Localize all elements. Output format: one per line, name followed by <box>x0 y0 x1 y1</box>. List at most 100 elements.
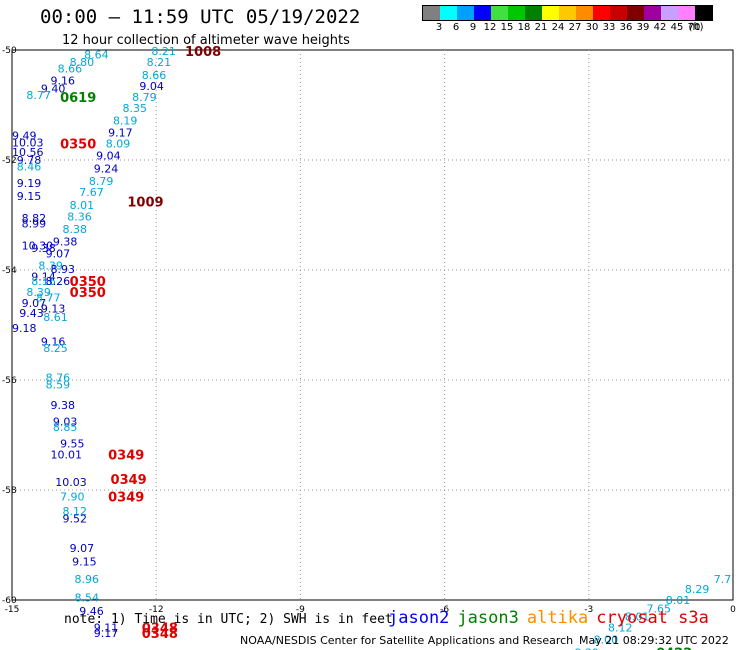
wave-height-value: 7.67 <box>79 186 104 199</box>
wave-height-value: 10.30 <box>22 239 54 252</box>
wave-height-value: 9.15 <box>17 190 42 203</box>
wave-height-value: 8.26 <box>46 275 71 288</box>
wave-height-value: 9.78 <box>17 154 42 167</box>
wave-height-value: 9.49 <box>12 129 37 142</box>
mission-legend: jason2 jason3 altika cryosat s3a <box>388 608 717 628</box>
legend-labels: 3 6 9 12 15 18 21 24 27 30 33 36 39 42 45 70 (ft) <box>422 21 713 35</box>
wave-height-value: 8.66 <box>58 63 82 76</box>
lat-tick-label: -54 <box>2 266 17 276</box>
wave-height-value: 9.19 <box>17 177 42 190</box>
lon-tick-label: -15 <box>5 605 20 615</box>
wave-height-value: 8.99 <box>22 217 47 230</box>
legend-swatch <box>576 6 593 20</box>
page-title: 00:00 – 11:59 UTC 05/19/2022 <box>40 6 361 28</box>
wave-height-value: 9.38 <box>50 399 75 412</box>
legend-label: 33 <box>602 22 616 33</box>
wave-height-value: 9.07 <box>70 542 95 555</box>
wave-height-value: 8.35 <box>123 102 148 115</box>
wave-height-value: 8.19 <box>113 114 138 127</box>
legend-label: 42 <box>653 22 667 33</box>
wave-height-value: 9.15 <box>72 556 97 569</box>
wave-height-value: 9.46 <box>79 605 104 618</box>
wave-height-value: 8.61 <box>43 311 68 324</box>
wave-height-value: 7.90 <box>60 491 85 504</box>
wave-height-value: 9.18 <box>12 322 37 335</box>
wave-height-value: 8.79 <box>132 91 157 104</box>
legend-swatch <box>525 6 542 20</box>
legend-swatch <box>627 6 644 20</box>
wave-height-value: 7.65 <box>646 602 671 615</box>
pass-time-label: 1009 <box>127 195 163 210</box>
wave-height-value: 8.01 <box>70 199 95 212</box>
wave-height-value: 8.76 <box>46 371 71 384</box>
wave-height-value: 8.66 <box>142 69 167 82</box>
legend-swatch <box>440 6 457 20</box>
legend-label: 3 <box>435 22 443 33</box>
credit-line: NOAA/NESDIS Center for Satellite Applica… <box>240 634 574 647</box>
legend-label: 9 <box>469 22 477 33</box>
mission-name: jason3 <box>457 608 519 628</box>
wave-height-value: 8.80 <box>70 56 95 69</box>
legend-swatch <box>644 6 661 20</box>
wave-height-values: 8.218.648.808.669.169.408.778.218.669.04… <box>12 45 731 650</box>
legend-unit: (ft) <box>688 22 704 33</box>
wave-height-value: 9.11 <box>94 622 119 635</box>
legend-swatches <box>422 5 713 21</box>
wave-height-value: 9.13 <box>41 303 65 316</box>
wave-height-value: 8.09 <box>106 138 131 151</box>
legend-label: 70 <box>687 22 701 33</box>
wave-height-value: 9.43 <box>19 307 44 320</box>
wave-height-value: 8.29 <box>685 583 710 596</box>
legend-swatch <box>508 6 525 20</box>
lat-tick-label: -60 <box>2 596 17 606</box>
wave-height-value: 8.64 <box>84 48 109 61</box>
legend-swatch <box>610 6 627 20</box>
units-note: note: 1) Time is in UTC; 2) SWH is in fe… <box>64 612 393 627</box>
wave-height-value: 8.21 <box>151 45 176 58</box>
wave-height-value: 8.36 <box>67 211 92 224</box>
wave-height-value: 8.39 <box>26 286 50 299</box>
legend-label: 12 <box>483 22 497 33</box>
wave-height-value: 8.25 <box>43 342 68 355</box>
legend-swatch <box>559 6 576 20</box>
wave-height-value: 9.38 <box>31 242 56 255</box>
wave-height-value: 9.17 <box>108 127 133 140</box>
legend-label: 27 <box>568 22 582 33</box>
legend-label: 36 <box>619 22 633 33</box>
page-subtitle: 12 hour collection of altimeter wave hei… <box>62 33 350 48</box>
wave-height-value: 10.01 <box>50 448 82 461</box>
legend-label: 24 <box>551 22 565 33</box>
mission-name: jason2 <box>388 608 450 628</box>
lat-tick-label: -50 <box>2 46 17 56</box>
legend-swatch <box>457 6 474 20</box>
wave-height-value: 10.56 <box>12 146 44 159</box>
wave-height-value: 8.54 <box>74 591 99 604</box>
wave-height-value: 8.77 <box>36 292 61 305</box>
lon-tick-label: -9 <box>296 605 305 615</box>
wave-height-value: 8.39 <box>38 260 63 273</box>
wave-height-value: 9.16 <box>41 336 65 349</box>
wave-height-value: 9.07 <box>22 297 47 310</box>
wave-height-value: 10.03 <box>12 136 44 149</box>
lat-tick-label: -56 <box>2 376 17 386</box>
pass-time-label: 0619 <box>60 91 96 106</box>
wave-height-value: 8.12 <box>62 505 87 518</box>
wave-height-value: 8.00 <box>594 634 619 647</box>
wave-height-value: 9.40 <box>41 83 65 96</box>
map-frame <box>11 49 734 601</box>
wave-height-value: 9.16 <box>50 74 75 87</box>
wave-height-value: 7.7 <box>714 573 732 586</box>
pass-time-label: 0348 <box>142 627 178 642</box>
axis-ticks: -15 -12 -9 -6 -3 0 -50 -52 -54 -56 -58 -60 <box>2 46 736 615</box>
wave-height-value: 8.82 <box>22 212 47 225</box>
legend-label: 30 <box>585 22 599 33</box>
wave-height-value: 8.16 <box>31 275 56 288</box>
pass-time-labels: 1008061903501009035003500349034903490348… <box>60 45 692 650</box>
mission-name: cryosat s3a <box>596 608 709 628</box>
legend-swatch <box>542 6 559 20</box>
wave-height-value: 9.03 <box>53 415 78 428</box>
wave-height-value: 9.24 <box>94 162 119 175</box>
pass-time-label: 0349 <box>108 448 144 463</box>
legend-swatch <box>593 6 610 20</box>
legend-label: 18 <box>517 22 531 33</box>
